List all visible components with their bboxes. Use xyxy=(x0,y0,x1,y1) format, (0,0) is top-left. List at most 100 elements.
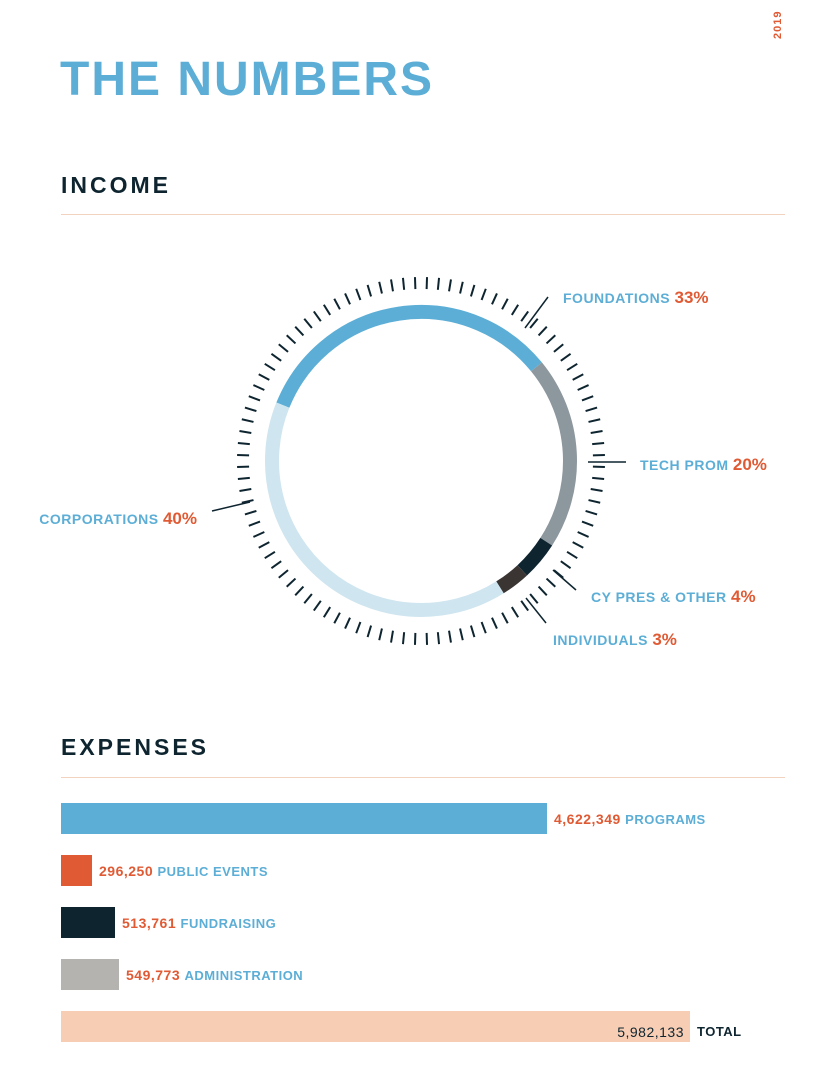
label-foundations: FOUNDATIONS 33% xyxy=(563,288,709,307)
tick-mark xyxy=(237,441,250,446)
slice-name: CORPORATIONS xyxy=(39,511,163,527)
bar-label-fundraising: 513,761 FUNDRAISING xyxy=(122,914,276,933)
tick-mark xyxy=(469,625,476,638)
tick-mark xyxy=(577,384,590,391)
tick-mark xyxy=(436,632,441,645)
bar-category: PUBLIC EVENTS xyxy=(157,864,269,879)
tick-mark xyxy=(244,509,257,516)
total-value: 5,982,133 xyxy=(617,1024,684,1040)
tick-mark xyxy=(366,625,373,638)
tick-mark xyxy=(244,406,257,413)
slice-corporations xyxy=(265,402,504,617)
tick-mark xyxy=(436,277,441,290)
slice-name: INDIVIDUALS xyxy=(553,632,652,648)
tick-mark xyxy=(590,488,603,492)
tick-mark xyxy=(294,585,305,596)
tick-mark xyxy=(581,520,594,527)
slice-value: 3% xyxy=(652,630,677,649)
tick-mark xyxy=(278,569,289,579)
expenses-divider xyxy=(61,777,785,778)
tick-mark xyxy=(252,384,265,391)
tick-mark xyxy=(333,298,341,310)
tick-mark xyxy=(585,509,598,516)
tick-mark xyxy=(239,430,252,434)
tick-mark xyxy=(241,418,254,423)
tick-mark xyxy=(491,617,498,630)
tick-mark xyxy=(239,488,252,492)
tick-mark xyxy=(480,621,487,634)
tick-mark xyxy=(294,326,305,337)
tick-mark xyxy=(322,606,332,618)
tick-mark xyxy=(241,499,254,504)
tick-mark xyxy=(577,531,590,538)
total-label: TOTAL xyxy=(697,1024,742,1039)
bar-category: PROGRAMS xyxy=(625,812,706,827)
leader-foundations xyxy=(524,296,549,329)
tick-mark xyxy=(510,304,520,316)
label-corporations: CORPORATIONS 40% xyxy=(39,509,197,528)
bar-administration xyxy=(61,959,119,990)
tick-mark xyxy=(378,628,383,641)
tick-mark xyxy=(322,304,332,316)
tick-mark xyxy=(378,281,383,294)
tick-mark xyxy=(313,310,322,322)
bar-category: FUNDRAISING xyxy=(180,916,277,931)
bar-label-administration: 549,773 ADMINISTRATION xyxy=(126,966,303,985)
bar-value: 4,622,349 xyxy=(554,811,626,827)
bar-label-public-events: 296,250 PUBLIC EVENTS xyxy=(99,862,268,881)
slice-name: CY PRES & OTHER xyxy=(591,589,731,605)
donut-arcs xyxy=(265,305,577,617)
tick-mark xyxy=(459,628,464,641)
tick-mark xyxy=(344,617,351,630)
page-title: THE NUMBERS xyxy=(60,53,435,106)
tick-mark xyxy=(258,373,270,381)
label-cy-pres-other: CY PRES & OTHER 4% xyxy=(591,587,756,606)
tick-mark xyxy=(286,577,297,588)
tick-mark xyxy=(510,606,520,618)
tick-mark xyxy=(401,277,406,290)
tick-mark xyxy=(529,593,539,604)
tick-mark xyxy=(303,593,313,604)
tick-mark xyxy=(566,362,578,372)
bar-value: 513,761 xyxy=(122,915,181,931)
tick-mark xyxy=(264,362,276,372)
bar-programs xyxy=(61,803,547,834)
bar-value: 296,250 xyxy=(99,863,158,879)
leader-cy-pres-other xyxy=(552,569,577,591)
tick-mark xyxy=(491,292,498,305)
tick-mark xyxy=(588,499,601,504)
tick-mark xyxy=(366,284,373,297)
slice-name: FOUNDATIONS xyxy=(563,290,675,306)
tick-mark xyxy=(252,531,265,538)
slice-cy-pres-other xyxy=(517,537,553,576)
bar-category: ADMINISTRATION xyxy=(184,968,304,983)
tick-mark xyxy=(480,288,487,301)
tick-mark xyxy=(303,318,313,329)
tick-mark xyxy=(237,476,250,481)
tick-mark xyxy=(459,281,464,294)
tick-mark xyxy=(248,520,261,527)
tick-mark xyxy=(313,600,322,612)
expenses-heading: EXPENSES xyxy=(61,734,209,760)
tick-mark xyxy=(520,310,529,322)
tick-mark xyxy=(572,373,584,381)
tick-mark xyxy=(344,292,351,305)
donut-leader-lines xyxy=(211,296,626,624)
bar-total xyxy=(61,1011,690,1042)
bar-fundraising xyxy=(61,907,115,938)
donut-labels: FOUNDATIONS 33% TECH PROM 20% CY PRES & OT… xyxy=(39,288,767,649)
label-individuals: INDIVIDUALS 3% xyxy=(553,630,677,649)
leader-individuals xyxy=(525,597,547,624)
tick-mark xyxy=(501,298,509,310)
tick-mark xyxy=(501,612,509,624)
slice-value: 4% xyxy=(731,587,756,606)
slice-value: 40% xyxy=(163,509,197,528)
leader-corporations xyxy=(211,501,251,512)
income-divider xyxy=(61,214,785,215)
tick-mark xyxy=(581,395,594,402)
slice-value: 33% xyxy=(675,288,709,307)
donut-tick-marks xyxy=(237,277,605,645)
slice-foundations xyxy=(276,305,542,408)
tick-mark xyxy=(537,326,548,337)
tick-mark xyxy=(355,621,362,634)
